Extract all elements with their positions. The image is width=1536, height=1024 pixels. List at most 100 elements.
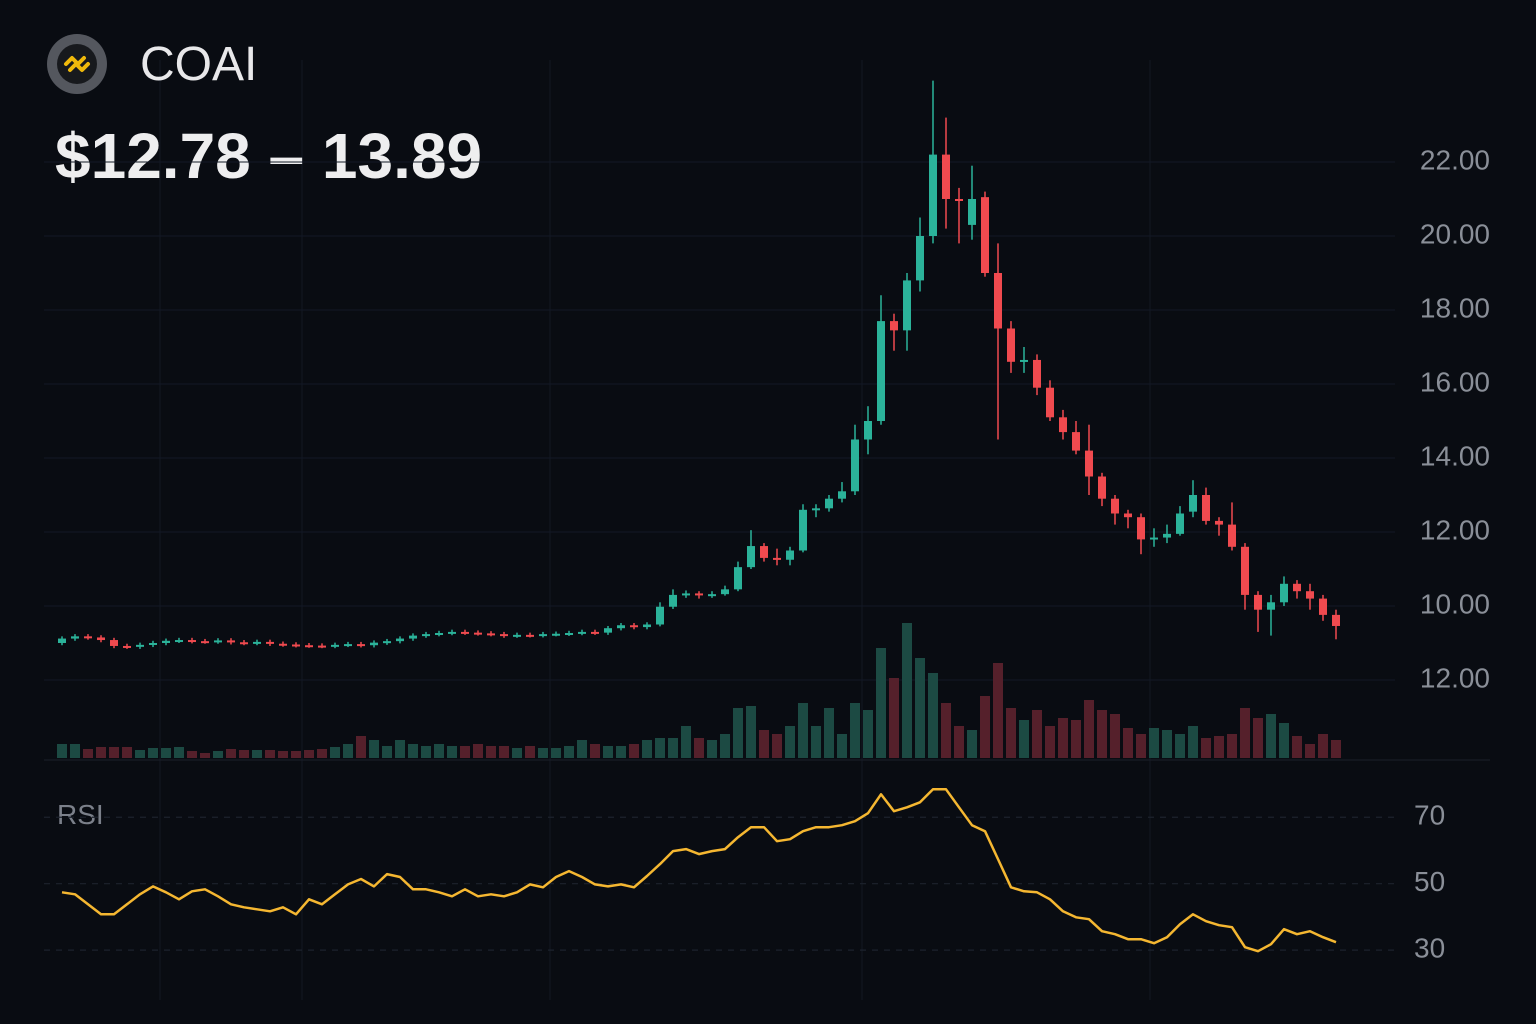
candle-body — [1241, 546, 1249, 595]
candle-body — [383, 641, 391, 644]
volume-bar — [1032, 710, 1042, 758]
volume-bar — [1019, 720, 1029, 758]
candle-body — [435, 633, 443, 636]
volume-bar — [889, 678, 899, 758]
y-tick-label: 50 — [1414, 866, 1445, 897]
candle-body — [552, 633, 560, 636]
symbol: COAI — [140, 38, 257, 91]
candle-body — [1163, 533, 1171, 538]
candle-body — [123, 645, 131, 648]
candle-body — [890, 321, 898, 331]
candle-body — [903, 280, 911, 331]
candle-body — [682, 593, 690, 596]
price-range: $12.78 – 13.89 — [55, 120, 482, 192]
volume-bar — [915, 658, 925, 758]
candle-body — [162, 640, 170, 643]
candle-body — [617, 625, 625, 629]
volume-bar — [1188, 726, 1198, 758]
candle-body — [929, 154, 937, 236]
volume-bar — [1110, 714, 1120, 758]
volume-bar — [551, 748, 561, 758]
candle-body — [1319, 598, 1327, 615]
candle-body — [838, 491, 846, 499]
candle-body — [292, 644, 300, 647]
volume-bar — [1331, 740, 1341, 758]
volume-bar — [759, 730, 769, 758]
candle-body — [565, 633, 573, 636]
candle-body — [604, 628, 612, 633]
volume-bar — [681, 726, 691, 758]
volume-bar — [57, 744, 67, 758]
candle-body — [500, 634, 508, 637]
candle-body — [214, 640, 222, 643]
candle-body — [110, 640, 118, 646]
candle-body — [1150, 537, 1158, 540]
volume-bar — [1123, 728, 1133, 758]
volume-bar — [512, 748, 522, 758]
candle-body — [1137, 517, 1145, 540]
volume-bar — [980, 696, 990, 758]
y-tick-label: 12.00 — [1420, 514, 1490, 545]
candle-body — [656, 606, 664, 625]
volume-bar — [304, 750, 314, 758]
volume-bar — [1214, 736, 1224, 758]
y-tick-label: 14.00 — [1420, 440, 1490, 471]
candle-body — [1293, 583, 1301, 592]
y-tick-label: 70 — [1414, 800, 1445, 831]
volume-bar — [1240, 708, 1250, 758]
candle-body — [695, 593, 703, 596]
candle-body — [136, 644, 144, 647]
y-tick-label: 20.00 — [1420, 218, 1490, 249]
volume-bar — [265, 750, 275, 758]
candle-body — [994, 273, 1002, 329]
candle-body — [513, 634, 521, 637]
volume-bar — [252, 750, 262, 758]
volume-bar — [967, 730, 977, 758]
candle-body — [955, 199, 963, 201]
candle-body — [1267, 602, 1275, 610]
candle-body — [864, 421, 872, 440]
volume-bar — [369, 740, 379, 758]
candle-body — [422, 634, 430, 637]
volume-bar — [499, 746, 509, 758]
candle-body — [1111, 498, 1119, 514]
y-tick-label: 16.00 — [1420, 366, 1490, 397]
volume-bar — [486, 746, 496, 758]
volume-bar — [707, 740, 717, 758]
candle-body — [58, 638, 66, 643]
candle-body — [1085, 450, 1093, 477]
candle-body — [877, 321, 885, 421]
volume-bar — [187, 751, 197, 758]
candle-body — [669, 594, 677, 607]
volume-bar — [993, 663, 1003, 758]
coin-icon — [47, 34, 107, 94]
volume-bar — [213, 751, 223, 758]
y-tick-label: 18.00 — [1420, 292, 1490, 323]
candle-body — [1072, 432, 1080, 451]
volume-bar — [525, 746, 535, 758]
volume-bar — [1175, 734, 1185, 758]
volume-bar — [395, 740, 405, 758]
volume-bar — [655, 738, 665, 758]
candle-body — [1007, 328, 1015, 362]
volume-bar — [239, 750, 249, 758]
volume-bar — [1318, 734, 1328, 758]
volume-bar — [200, 753, 210, 758]
candle-body — [84, 636, 92, 639]
candle-body — [357, 644, 365, 647]
volume-bar — [96, 747, 106, 758]
volume-bar — [863, 710, 873, 758]
volume-bar — [876, 648, 886, 758]
volume-bar — [642, 740, 652, 758]
volume-bar — [954, 726, 964, 758]
volume-bar — [408, 744, 418, 758]
volume-bar — [434, 744, 444, 758]
volume-bar — [356, 736, 366, 758]
volume-bar — [447, 746, 457, 758]
volume-bar — [460, 746, 470, 758]
volume-bar — [1292, 736, 1302, 758]
candle-body — [721, 589, 729, 595]
candle-body — [97, 637, 105, 641]
volume-bar — [135, 750, 145, 758]
volume-bar — [1279, 723, 1289, 758]
